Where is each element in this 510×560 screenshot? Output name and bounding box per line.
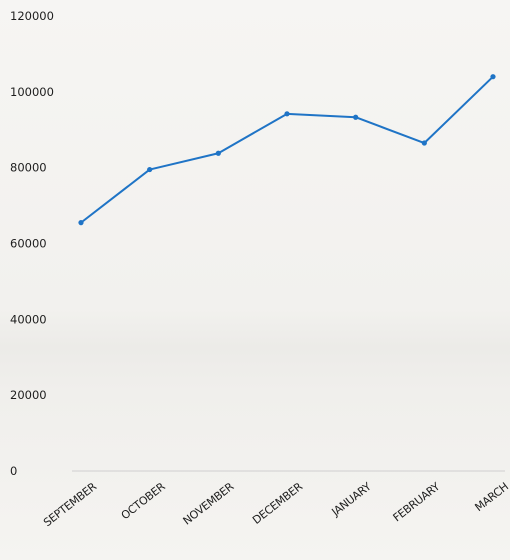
x-tick-label: JANUARY: [329, 480, 374, 520]
series-line: [80, 75, 494, 224]
y-tick-label: 0: [10, 464, 17, 478]
data-points: [78, 74, 496, 226]
data-point-november: [215, 150, 221, 156]
y-tick-label: 100000: [10, 85, 54, 99]
data-point-december: [284, 111, 290, 117]
data-point-march: [490, 74, 496, 80]
y-tick-label: 40000: [10, 312, 47, 326]
x-axis-ticks: SEPTEMBER OCTOBER NOVEMBER DECEMBER JANUARY F…: [41, 480, 510, 530]
data-point-september: [78, 220, 84, 226]
y-tick-label: 60000: [10, 237, 47, 251]
x-tick-label: SEPTEMBER: [41, 480, 99, 530]
y-tick-label: 80000: [10, 161, 47, 175]
y-tick-label: 20000: [10, 388, 47, 402]
y-tick-label: 120000: [10, 9, 54, 23]
data-point-october: [147, 166, 153, 173]
x-tick-label: MARCH: [472, 480, 510, 514]
x-tick-label: OCTOBER: [119, 480, 168, 523]
x-tick-label: NOVEMBER: [181, 480, 237, 528]
data-point-january: [353, 114, 359, 120]
x-tick-label: DECEMBER: [250, 480, 305, 527]
data-point-february: [421, 140, 427, 146]
x-tick-label: FEBRUARY: [391, 480, 443, 525]
y-axis-ticks: 0 20000 40000 60000 80000 100000 120000: [10, 9, 54, 478]
